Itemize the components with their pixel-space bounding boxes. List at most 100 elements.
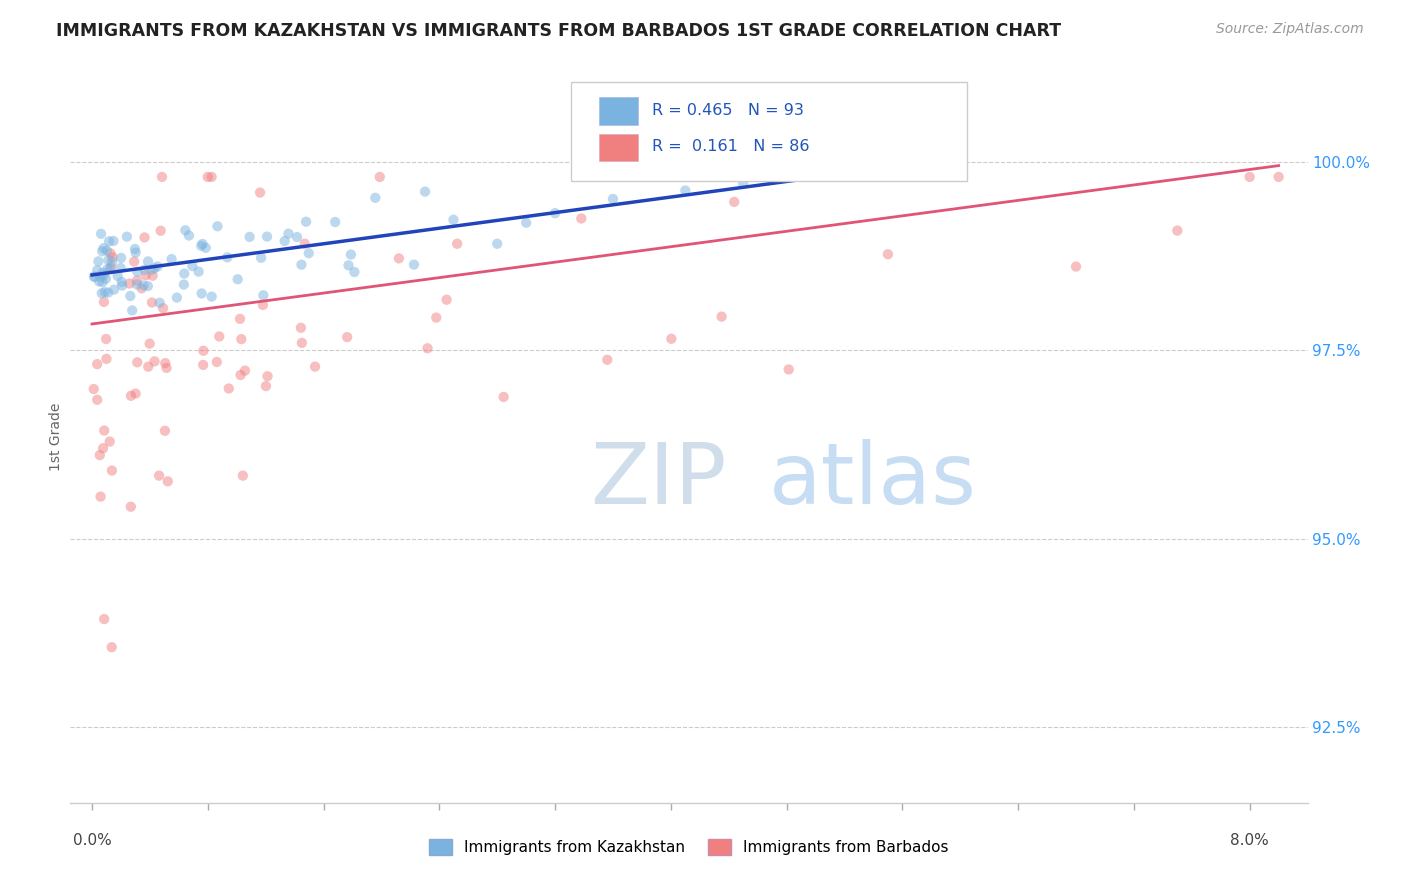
Point xyxy=(98,262,121,277)
Point xyxy=(141,295,163,310)
Point xyxy=(229,311,252,326)
Point xyxy=(201,290,224,304)
Point xyxy=(239,230,262,244)
Point xyxy=(231,332,253,346)
Point xyxy=(304,359,326,374)
Point xyxy=(673,184,696,198)
Point xyxy=(277,227,299,241)
Point xyxy=(101,464,124,478)
Point xyxy=(1239,169,1261,184)
Point xyxy=(1064,260,1087,274)
Point xyxy=(86,357,108,371)
Point xyxy=(207,219,229,234)
Point xyxy=(122,254,145,268)
Point xyxy=(190,286,212,301)
Point xyxy=(91,266,114,280)
Point xyxy=(252,298,274,312)
Point xyxy=(93,294,115,309)
Point xyxy=(146,260,169,274)
Point xyxy=(205,355,228,369)
Point xyxy=(1267,169,1289,184)
Point xyxy=(187,265,209,279)
Point xyxy=(723,194,745,209)
Point xyxy=(86,263,108,277)
Point xyxy=(89,448,111,462)
Point xyxy=(100,260,122,274)
Point xyxy=(124,386,146,401)
Point xyxy=(492,390,515,404)
Point xyxy=(127,355,149,369)
Text: 8.0%: 8.0% xyxy=(1230,833,1270,848)
Y-axis label: 1st Grade: 1st Grade xyxy=(49,403,63,471)
Point xyxy=(100,246,122,260)
Point xyxy=(143,354,166,368)
Text: IMMIGRANTS FROM KAZAKHSTAN VS IMMIGRANTS FROM BARBADOS 1ST GRADE CORRELATION CHA: IMMIGRANTS FROM KAZAKHSTAN VS IMMIGRANTS… xyxy=(56,22,1062,40)
Point xyxy=(90,490,112,504)
Point xyxy=(94,272,117,286)
Point xyxy=(124,242,146,256)
Point xyxy=(107,268,129,283)
Point xyxy=(256,229,278,244)
Point xyxy=(193,343,215,358)
Point xyxy=(343,265,366,279)
Point xyxy=(197,169,219,184)
Point xyxy=(86,392,108,407)
Point xyxy=(121,303,143,318)
Point xyxy=(96,244,118,258)
Point xyxy=(232,468,254,483)
Point xyxy=(229,368,252,382)
Point xyxy=(124,245,146,260)
Point xyxy=(515,216,537,230)
Point xyxy=(250,251,273,265)
Point xyxy=(218,382,240,396)
Point xyxy=(125,274,148,288)
Point xyxy=(935,146,957,161)
Point xyxy=(486,236,509,251)
Point xyxy=(174,223,197,237)
Point xyxy=(136,359,159,374)
Point xyxy=(94,285,117,300)
Point xyxy=(256,369,278,384)
Point xyxy=(298,246,321,260)
Point xyxy=(150,169,173,184)
Point xyxy=(877,247,900,261)
Point xyxy=(160,252,183,266)
Point xyxy=(127,265,149,279)
Point xyxy=(91,441,114,455)
Point xyxy=(134,230,156,244)
Text: Source: ZipAtlas.com: Source: ZipAtlas.com xyxy=(1216,22,1364,37)
Point xyxy=(152,301,174,315)
Point xyxy=(602,192,624,206)
Bar xyxy=(599,97,638,125)
Point xyxy=(191,237,214,252)
Point xyxy=(596,352,619,367)
Text: atlas: atlas xyxy=(769,440,977,523)
Bar xyxy=(599,134,638,161)
Text: ZIP: ZIP xyxy=(591,440,727,523)
Point xyxy=(778,362,800,376)
Point xyxy=(103,283,125,297)
Point xyxy=(142,268,165,283)
FancyBboxPatch shape xyxy=(571,82,967,181)
Point xyxy=(254,379,277,393)
Point xyxy=(87,254,110,268)
Point xyxy=(115,229,138,244)
Point xyxy=(710,310,733,324)
Point xyxy=(136,254,159,268)
Point xyxy=(337,258,360,272)
Point xyxy=(364,191,387,205)
Point xyxy=(90,269,112,284)
Point xyxy=(120,500,142,514)
Point xyxy=(340,247,363,261)
Point xyxy=(111,278,134,293)
Point xyxy=(96,351,118,366)
Point xyxy=(98,434,121,449)
Point xyxy=(446,236,468,251)
Point xyxy=(93,241,115,255)
Point xyxy=(1166,224,1188,238)
Point xyxy=(120,289,142,303)
Point xyxy=(285,230,308,244)
Point xyxy=(631,161,654,175)
Point xyxy=(436,293,458,307)
Point xyxy=(97,253,120,268)
